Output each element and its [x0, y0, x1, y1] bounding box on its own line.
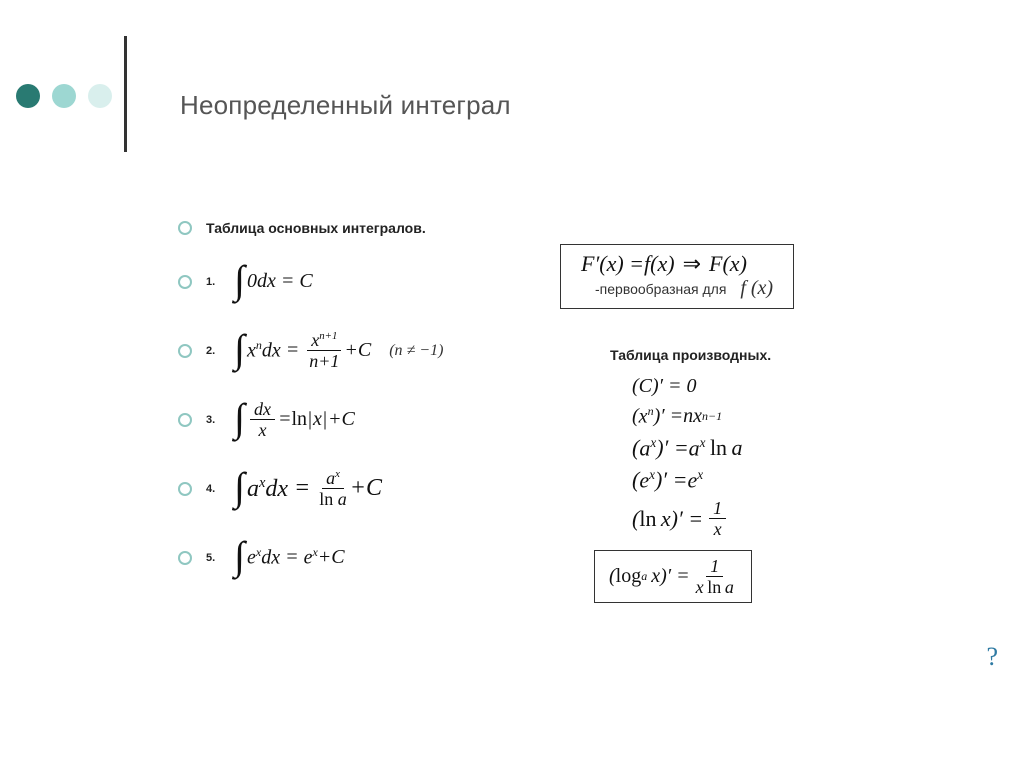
derivative-formula: (xn)′ = nxn−1 — [632, 404, 960, 429]
integral-row: 1. ∫0dx = C — [178, 258, 598, 305]
integral-number: 5. — [206, 552, 220, 564]
antiderivative-box: F′(x) = f (x)⇒F (x) -первообразная для f… — [560, 244, 794, 309]
integral-formula: ∫axdx = axln a + C — [234, 465, 382, 512]
integral-number: 1. — [206, 276, 220, 288]
integral-row: 5. ∫exdx = ex + C — [178, 534, 598, 581]
dot-icon — [52, 84, 76, 108]
integral-formula: ∫exdx = ex + C — [234, 534, 345, 581]
derivative-formula: (ln x)′ = 1x — [632, 499, 960, 538]
integral-number: 2. — [206, 345, 220, 357]
bullet-icon — [178, 551, 192, 565]
antiderivative-formula: F′(x) = f (x)⇒F (x) — [581, 251, 773, 277]
bullet-icon — [178, 482, 192, 496]
derivatives-column: F′(x) = f (x)⇒F (x) -первообразная для f… — [560, 244, 960, 603]
integrals-header-row: Таблица основных интегралов. — [178, 220, 598, 236]
antiderivative-caption: -первообразная для f (x) — [595, 277, 773, 300]
integral-formula: ∫0dx = C — [234, 258, 313, 305]
integral-row: 3. ∫ dxx = ln|x| + C — [178, 396, 598, 443]
derivative-formula: (ax)′ = ax ln a — [632, 435, 960, 461]
derivative-formula: (C)′ = 0 — [632, 375, 960, 398]
integrals-column: Таблица основных интегралов. 1. ∫0dx = C… — [178, 220, 598, 603]
bullet-icon — [178, 221, 192, 235]
bullet-icon — [178, 275, 192, 289]
integral-formula: ∫ dxx = ln|x| + C — [234, 396, 355, 443]
derivative-formula: (loga x)′ = 1x ln a — [609, 557, 737, 596]
caption-fx: f (x) — [740, 277, 773, 299]
slide: Неопределенный интеграл Таблица основных… — [0, 0, 1024, 767]
integral-number: 3. — [206, 414, 220, 426]
decor-dots — [16, 84, 112, 108]
integral-number: 4. — [206, 483, 220, 495]
integral-formula: ∫xndx = xn+1n+1 + C — [234, 327, 371, 374]
integrals-header: Таблица основных интегралов. — [206, 220, 426, 236]
page-title: Неопределенный интеграл — [180, 90, 511, 121]
integral-row: 4. ∫axdx = axln a + C — [178, 465, 598, 512]
dot-icon — [88, 84, 112, 108]
integral-row: 2. ∫xndx = xn+1n+1 + C (n ≠ −1) — [178, 327, 598, 374]
dot-icon — [16, 84, 40, 108]
bullet-icon — [178, 413, 192, 427]
integral-condition: (n ≠ −1) — [389, 342, 443, 360]
caption-prefix: -первообразная для — [595, 281, 726, 297]
log-derivative-box: (loga x)′ = 1x ln a — [594, 550, 752, 603]
vertical-rule — [124, 36, 127, 152]
derivatives-header: Таблица производных. — [610, 347, 960, 363]
bullet-icon — [178, 344, 192, 358]
derivative-formula: (ex)′ = ex — [632, 467, 960, 493]
question-mark: ? — [986, 642, 998, 672]
